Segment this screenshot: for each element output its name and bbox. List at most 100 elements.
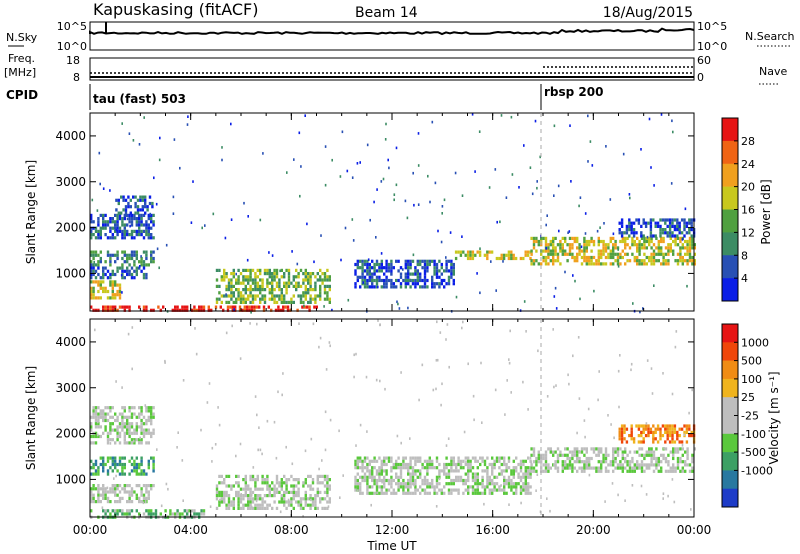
data-cell	[147, 409, 150, 413]
data-cell	[92, 233, 95, 237]
data-cell	[363, 459, 367, 463]
data-cell	[393, 193, 396, 196]
data-cell	[319, 481, 322, 485]
data-cell	[404, 199, 407, 203]
data-cell	[378, 262, 381, 267]
data-cell	[552, 252, 555, 256]
data-cell	[356, 472, 359, 476]
data-cell	[411, 456, 415, 460]
data-cell	[636, 262, 639, 266]
data-cell	[309, 494, 312, 498]
data-cell	[256, 281, 259, 285]
data-cell	[106, 459, 110, 463]
data-cell	[597, 453, 600, 457]
data-cell	[483, 462, 487, 467]
data-cell	[104, 260, 107, 264]
data-cell	[111, 308, 114, 312]
data-cell	[109, 487, 112, 491]
data-cell	[256, 294, 259, 298]
data-cell	[640, 234, 643, 238]
data-cell	[339, 496, 341, 499]
data-cell	[249, 272, 252, 276]
data-cell	[354, 478, 357, 483]
data-cell	[116, 484, 119, 488]
data-cell	[227, 284, 231, 288]
data-cell	[664, 231, 667, 235]
data-cell	[123, 441, 126, 445]
data-cell	[138, 512, 141, 516]
data-cell	[395, 491, 398, 495]
data-cell	[683, 234, 686, 238]
data-cell	[660, 239, 663, 244]
data-cell	[659, 437, 662, 441]
data-cell	[258, 426, 260, 429]
data-cell	[323, 275, 327, 279]
data-cell	[619, 466, 622, 470]
data-cell	[126, 229, 129, 233]
data-cell	[684, 207, 687, 211]
data-cell	[135, 469, 138, 473]
data-cell	[602, 453, 605, 457]
data-cell	[607, 246, 610, 250]
data-cell	[450, 266, 453, 270]
data-cell	[124, 205, 128, 209]
beam-label: Beam 14	[355, 5, 418, 21]
data-cell	[142, 493, 146, 497]
data-cell	[99, 409, 102, 413]
data-cell	[576, 259, 579, 263]
data-cell	[632, 221, 636, 225]
data-cell	[297, 478, 300, 482]
data-cell	[597, 447, 600, 451]
data-cell	[517, 472, 520, 476]
data-cell	[123, 438, 126, 442]
data-cell	[92, 250, 95, 254]
data-cell	[299, 506, 303, 510]
data-cell	[290, 297, 293, 301]
data-cell	[371, 282, 374, 286]
data-cell	[652, 450, 656, 454]
data-cell	[655, 466, 658, 470]
data-cell	[366, 262, 369, 267]
colorbar-swatch	[722, 186, 738, 210]
data-cell	[247, 506, 250, 510]
data-cell	[656, 221, 660, 225]
data-cell	[455, 469, 458, 473]
data-cell	[385, 491, 388, 495]
data-cell	[564, 236, 567, 240]
data-cell	[395, 278, 398, 283]
data-cell	[407, 478, 410, 483]
x-tick-label: 04:00	[173, 523, 208, 537]
data-cell	[361, 266, 364, 270]
data-cell	[443, 466, 446, 470]
data-cell	[145, 441, 148, 445]
data-cell	[92, 487, 95, 491]
data-cell	[378, 456, 381, 460]
data-cell	[590, 262, 593, 266]
data-cell	[117, 211, 120, 215]
data-cell	[273, 294, 276, 298]
data-cell	[162, 305, 165, 309]
data-cell	[654, 234, 657, 238]
data-cell	[435, 269, 439, 273]
data-cell	[328, 297, 331, 301]
data-cell	[152, 459, 155, 463]
data-cell	[223, 278, 226, 282]
data-cell	[604, 447, 608, 451]
data-cell	[206, 401, 209, 404]
data-cell	[537, 456, 540, 461]
data-cell	[654, 430, 657, 434]
data-cell	[152, 512, 155, 516]
data-cell	[616, 252, 620, 256]
data-cell	[469, 253, 472, 257]
data-cell	[666, 231, 669, 235]
data-cell	[118, 496, 122, 500]
data-cell	[445, 456, 448, 460]
data-cell	[242, 494, 245, 498]
data-cell	[614, 456, 617, 461]
data-cell	[684, 246, 687, 250]
data-cell	[640, 224, 643, 228]
data-cell	[664, 259, 668, 263]
data-cell	[135, 472, 138, 476]
data-cell	[92, 496, 95, 500]
data-cell	[571, 463, 574, 467]
